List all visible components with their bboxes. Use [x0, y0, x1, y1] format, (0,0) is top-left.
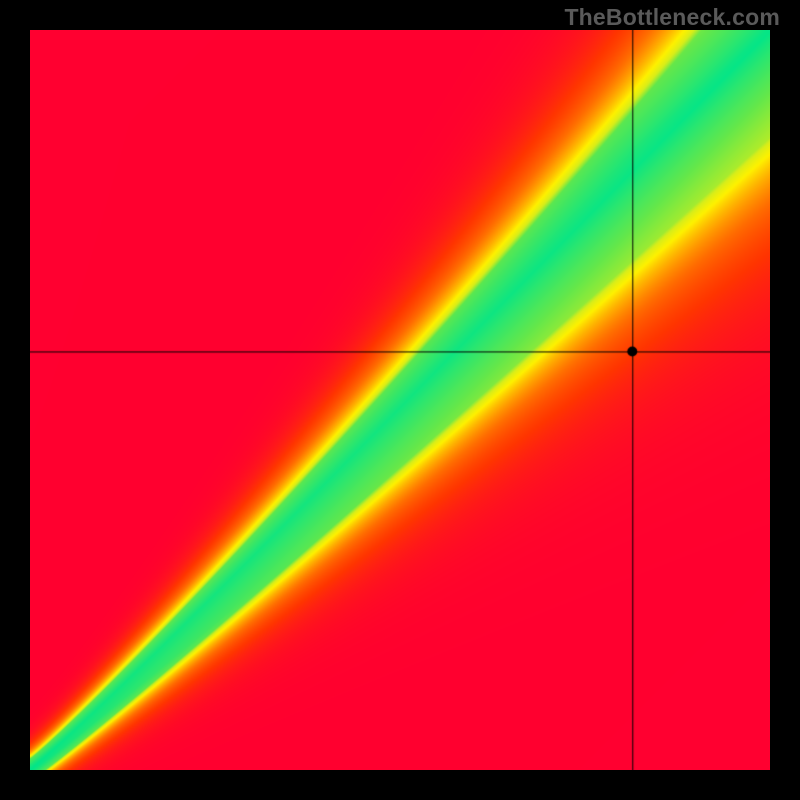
bottleneck-heatmap	[30, 30, 770, 770]
attribution-label: TheBottleneck.com	[564, 4, 780, 31]
chart-container: TheBottleneck.com	[0, 0, 800, 800]
